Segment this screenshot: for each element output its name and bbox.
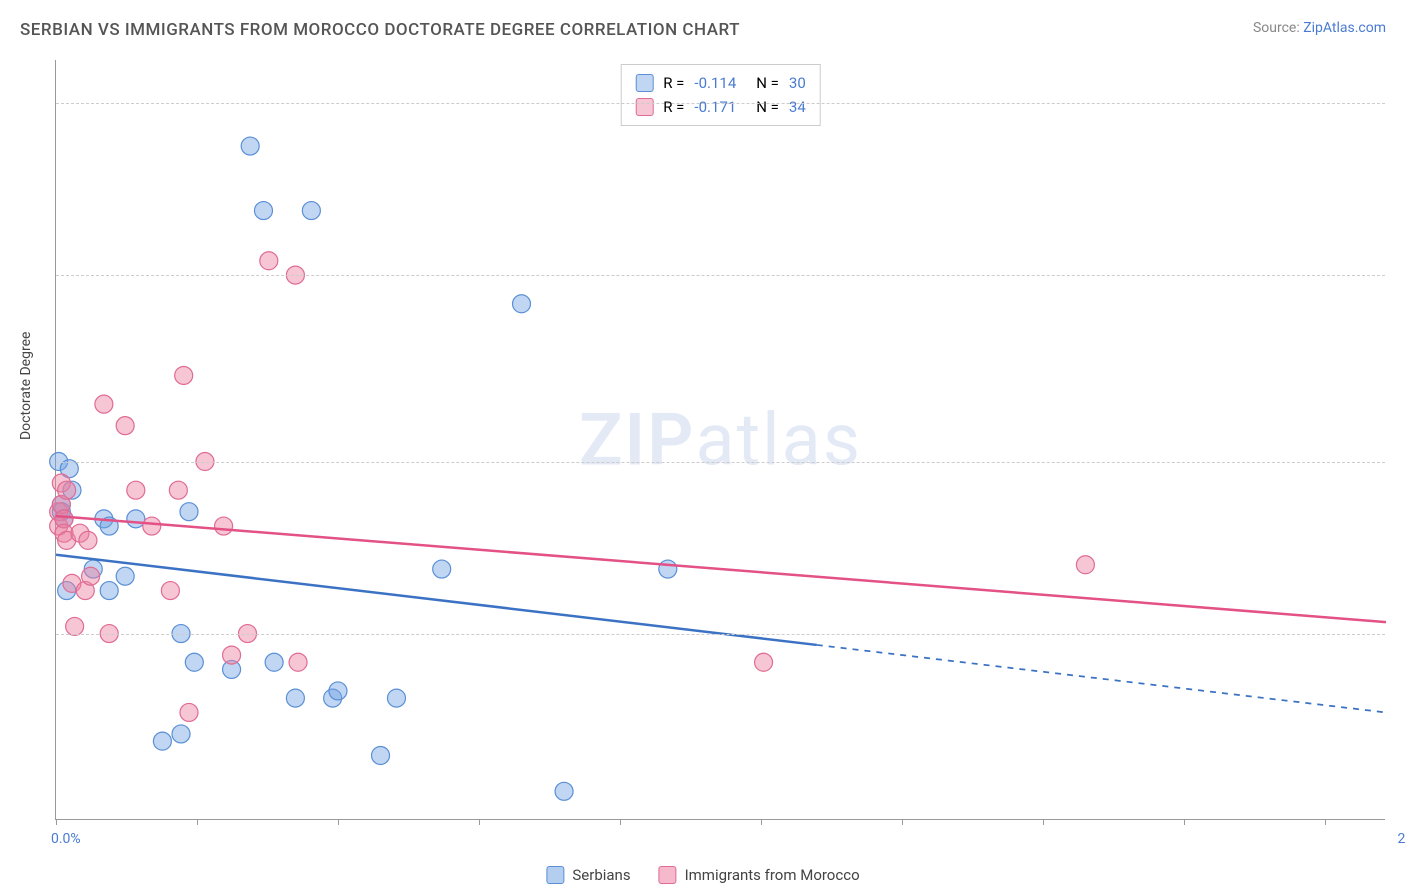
legend-swatch (659, 866, 677, 884)
data-point (175, 366, 193, 384)
data-point (329, 682, 347, 700)
legend-item: Serbians (546, 866, 630, 884)
x-tick (761, 819, 762, 825)
legend-label: Immigrants from Morocco (685, 866, 860, 884)
plot-area: ZIPatlas R = -0.114N = 30R = -0.171N = 3… (55, 60, 1385, 820)
gridline (56, 634, 1385, 635)
data-point (100, 582, 118, 600)
data-point (260, 252, 278, 270)
data-point (254, 202, 272, 220)
data-point (1076, 556, 1094, 574)
data-point (58, 481, 76, 499)
data-point (659, 560, 677, 578)
source-label: Source: (1253, 20, 1300, 36)
data-point (127, 510, 145, 528)
data-point (116, 567, 134, 585)
data-point (215, 517, 233, 535)
regression-line-dashed (817, 645, 1386, 713)
x-tick (56, 819, 57, 825)
data-point (79, 531, 97, 549)
data-point (172, 725, 190, 743)
chart-title: SERBIAN VS IMMIGRANTS FROM MOROCCO DOCTO… (20, 20, 740, 40)
regression-line (56, 516, 1386, 622)
legend-swatch (546, 866, 564, 884)
data-point (161, 582, 179, 600)
x-tick (338, 819, 339, 825)
data-point (169, 481, 187, 499)
x-tick (1043, 819, 1044, 825)
gridline (56, 462, 1385, 463)
data-point (82, 567, 100, 585)
data-point (95, 395, 113, 413)
data-point (555, 782, 573, 800)
data-point (513, 295, 531, 313)
y-tick-label: 2.5% (1390, 454, 1406, 470)
data-point (265, 653, 283, 671)
x-axis-max-label: 25.0% (1397, 831, 1406, 847)
data-point (387, 689, 405, 707)
data-point (755, 653, 773, 671)
data-point (116, 417, 134, 435)
data-point (372, 746, 390, 764)
data-point (302, 202, 320, 220)
x-tick (197, 819, 198, 825)
data-point (289, 653, 307, 671)
x-tick (479, 819, 480, 825)
data-point (127, 481, 145, 499)
x-tick (902, 819, 903, 825)
legend-label: Serbians (572, 866, 630, 884)
chart-svg (56, 60, 1386, 820)
x-axis-min-label: 0.0% (51, 831, 81, 847)
source-link[interactable]: ZipAtlas.com (1303, 20, 1386, 36)
data-point (433, 560, 451, 578)
x-tick (620, 819, 621, 825)
source-attribution: Source: ZipAtlas.com (1253, 20, 1386, 36)
data-point (223, 646, 241, 664)
data-point (153, 732, 171, 750)
data-point (143, 517, 161, 535)
y-tick-label: 5.0% (1390, 95, 1406, 111)
gridline (56, 103, 1385, 104)
x-tick (1184, 819, 1185, 825)
data-point (185, 653, 203, 671)
series-legend: Serbians Immigrants from Morocco (546, 866, 859, 884)
data-point (286, 689, 304, 707)
data-point (180, 703, 198, 721)
y-axis-label: Doctorate Degree (18, 332, 34, 440)
x-tick (1325, 819, 1326, 825)
y-tick-label: 1.3% (1390, 626, 1406, 642)
data-point (180, 503, 198, 521)
gridline (56, 275, 1385, 276)
data-point (241, 137, 259, 155)
y-tick-label: 3.8% (1390, 267, 1406, 283)
legend-item: Immigrants from Morocco (659, 866, 860, 884)
